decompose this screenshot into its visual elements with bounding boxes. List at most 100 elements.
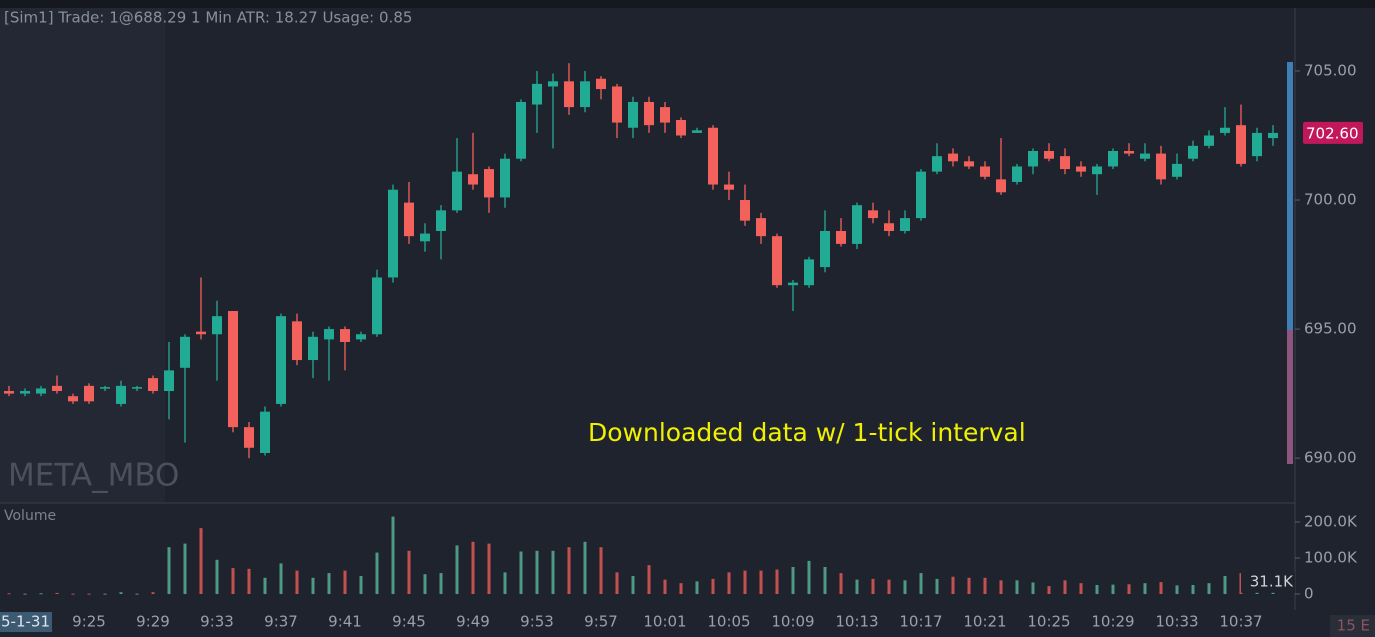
candle-body [996, 179, 1006, 193]
x-tick-label: 10:29 [1091, 613, 1134, 631]
x-tick-label: 10:13 [835, 613, 878, 631]
volume-bar [983, 577, 987, 594]
volume-bar [247, 568, 251, 594]
candle-body [1028, 150, 1038, 167]
volume-bar [375, 552, 379, 594]
y-tick-label: 690.00 [1304, 449, 1357, 467]
corner-bg [1330, 615, 1375, 637]
x-tick-label: 10:17 [899, 613, 942, 631]
date-stub: 5-1-31 [1, 613, 50, 631]
volume-bar [391, 516, 395, 594]
volume-bar [551, 550, 555, 594]
volume-bar [407, 550, 411, 594]
candle-body [884, 223, 894, 231]
x-tick-label: 10:33 [1155, 613, 1198, 631]
candle-body [308, 336, 318, 361]
volume-bar [583, 541, 587, 594]
pre-market-shade [0, 8, 165, 502]
candle-body [820, 230, 830, 268]
volume-bar [1175, 585, 1179, 594]
volume-bar [119, 592, 123, 594]
candle-body [724, 184, 734, 190]
volume-bar [71, 593, 75, 595]
candle-body [1108, 150, 1118, 167]
candle-body [1204, 135, 1214, 146]
volume-bar [343, 570, 347, 594]
candle-body [932, 156, 942, 172]
volume-bar [823, 567, 827, 594]
volume-bar [279, 563, 283, 594]
volume-bar [215, 559, 219, 594]
candle-body [1092, 166, 1102, 175]
volume-bar [1159, 582, 1163, 594]
candle-body [772, 236, 782, 286]
volume-bar [55, 592, 59, 594]
candle-body [756, 218, 766, 237]
candle-body [804, 259, 814, 286]
x-tick-label: 9:41 [328, 613, 362, 631]
volume-bar [615, 572, 619, 594]
candle-body [580, 81, 590, 108]
candle-body [692, 130, 702, 133]
candle-body [420, 233, 430, 242]
candle-body [84, 385, 94, 402]
candle-body [548, 81, 558, 87]
x-tick-label: 10:37 [1219, 613, 1262, 631]
candle-body [356, 334, 366, 340]
volume-bar [503, 572, 507, 594]
x-tick-label: 9:37 [264, 613, 298, 631]
candle-body [244, 427, 254, 448]
candle-body [1268, 132, 1278, 139]
candle-body [916, 171, 926, 219]
volume-value-label: 31.1K [1250, 572, 1294, 590]
volume-bar [1127, 584, 1131, 594]
volume-bar [1079, 583, 1083, 594]
volume-bar [327, 573, 331, 594]
candle-body [340, 329, 350, 342]
candle-body [4, 391, 14, 394]
candle-body [212, 316, 222, 335]
y-tick-label: 695.00 [1304, 320, 1357, 338]
candle-body [740, 200, 750, 221]
candle-body [852, 205, 862, 244]
candle-body [20, 391, 30, 394]
volume-bar [231, 568, 235, 594]
candle-body [660, 107, 670, 123]
candle-body [228, 311, 238, 428]
volume-bar [1143, 583, 1147, 594]
candle-body [372, 277, 382, 335]
candle-body [100, 387, 110, 389]
volume-bar [1191, 585, 1195, 594]
candle-body [36, 388, 46, 394]
candle-body [1044, 150, 1054, 159]
x-tick-label: 9:25 [72, 613, 106, 631]
candle-body [1012, 166, 1022, 182]
candle-body [564, 81, 574, 108]
volume-bar [1207, 583, 1211, 594]
candle-body [452, 171, 462, 211]
volume-label-bg [1241, 572, 1295, 593]
volume-bar [1095, 585, 1099, 594]
symbol-watermark: META_MBO [8, 458, 179, 494]
candle-body [180, 336, 190, 368]
candle-body [500, 158, 510, 198]
candle-body [388, 189, 398, 278]
candle-body [532, 83, 542, 105]
status-line: [Sim1] Trade: 1@688.29 1 Min ATR: 18.27 … [4, 9, 412, 27]
candle-body [596, 78, 606, 90]
candle-body [612, 86, 622, 123]
volume-bar [295, 570, 299, 594]
volume-bar [167, 547, 171, 594]
volume-profile-strip [1287, 62, 1293, 464]
volume-bar [359, 576, 363, 594]
x-tick-label: 10:09 [771, 613, 814, 631]
volume-bar [935, 578, 939, 594]
volume-bar [439, 573, 443, 594]
volume-bar [455, 545, 459, 594]
last-price-label: 702.60 [1306, 124, 1359, 142]
y-tick-label: 700.00 [1304, 191, 1357, 209]
volume-bar [759, 570, 763, 594]
top-bar [0, 0, 1375, 8]
volume-bar [663, 579, 667, 594]
